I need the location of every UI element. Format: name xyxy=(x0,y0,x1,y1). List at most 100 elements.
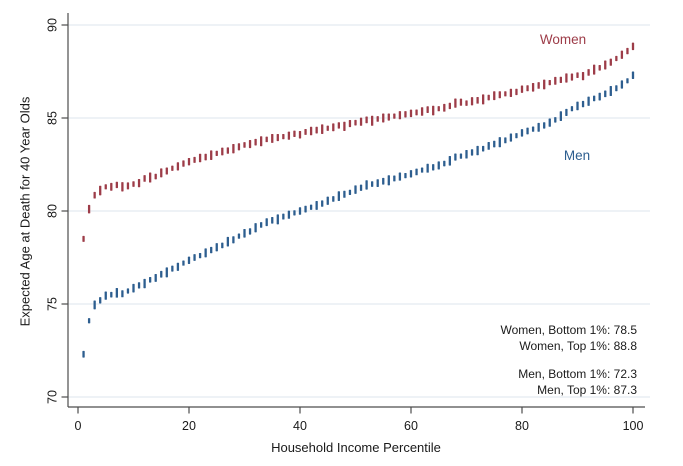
data-point-women xyxy=(298,131,302,139)
data-point-women xyxy=(110,182,113,191)
data-point-women xyxy=(93,191,96,199)
data-point-women xyxy=(465,100,468,106)
data-point-men xyxy=(393,175,396,182)
data-point-women xyxy=(232,144,235,154)
data-point-women xyxy=(215,150,218,156)
data-point-women xyxy=(459,98,463,106)
data-point-women xyxy=(198,153,202,163)
data-point-women xyxy=(254,138,257,146)
data-point-women xyxy=(287,131,291,140)
data-point-men xyxy=(482,145,485,152)
data-point-women xyxy=(581,72,585,81)
data-point-men xyxy=(104,291,107,300)
data-point-men xyxy=(121,290,124,298)
data-point-women xyxy=(593,64,596,75)
data-point-women xyxy=(587,69,590,76)
data-point-women xyxy=(87,204,91,214)
y-tick-label: 80 xyxy=(45,204,59,218)
data-point-men xyxy=(587,96,590,106)
data-point-men xyxy=(382,177,385,185)
data-point-men xyxy=(454,153,457,161)
data-point-women xyxy=(171,165,174,171)
data-point-men xyxy=(198,253,202,259)
data-point-women xyxy=(604,60,607,70)
data-point-men xyxy=(609,86,612,97)
data-point-men xyxy=(315,200,318,210)
data-point-women xyxy=(276,133,279,142)
annotation-men-top: Men, Top 1%: 87.3 xyxy=(537,382,637,397)
data-point-women xyxy=(371,115,374,126)
data-point-men xyxy=(348,189,352,196)
data-point-women xyxy=(187,157,191,166)
data-point-women xyxy=(282,133,285,140)
data-point-women xyxy=(226,147,229,154)
data-point-women xyxy=(443,103,446,112)
data-point-women xyxy=(137,179,141,188)
x-tick-label: 60 xyxy=(404,419,418,433)
data-point-women xyxy=(382,113,385,123)
data-point-women xyxy=(526,85,529,92)
data-point-women xyxy=(121,182,124,192)
data-point-men xyxy=(221,242,224,249)
data-point-men xyxy=(554,117,557,123)
data-point-women xyxy=(554,76,557,85)
data-point-men xyxy=(165,267,168,278)
annotation-block: Women, Bottom 1%: 78.5 Women, Top 1%: 88… xyxy=(500,323,637,398)
data-point-women xyxy=(115,181,118,189)
data-point-women xyxy=(126,182,130,190)
data-point-women xyxy=(420,107,424,116)
data-point-women xyxy=(404,111,407,118)
data-point-men xyxy=(243,229,246,238)
data-point-women xyxy=(204,153,207,161)
data-point-men xyxy=(448,155,451,166)
data-point-men xyxy=(476,145,479,156)
data-point-women xyxy=(470,97,474,106)
data-point-men xyxy=(304,205,307,213)
data-point-women xyxy=(509,88,513,97)
x-tick-label: 0 xyxy=(75,419,82,433)
data-point-men xyxy=(132,283,135,293)
data-point-women xyxy=(537,82,540,89)
data-point-women xyxy=(631,42,635,51)
data-point-men xyxy=(515,133,518,139)
x-axis-title: Household Income Percentile xyxy=(271,440,441,455)
data-point-women xyxy=(165,167,168,175)
data-point-men xyxy=(282,213,285,220)
data-point-men xyxy=(526,127,529,135)
data-point-women xyxy=(149,172,152,183)
data-point-men xyxy=(420,167,424,173)
data-point-men xyxy=(309,204,313,210)
data-point-women xyxy=(415,109,418,116)
data-point-women xyxy=(565,73,568,83)
data-point-men xyxy=(509,133,513,142)
data-point-women xyxy=(487,94,490,101)
data-point-men xyxy=(498,137,501,148)
data-point-men xyxy=(626,78,629,84)
data-point-women xyxy=(454,98,457,108)
y-axis-title: Expected Age at Death for 40 Year Olds xyxy=(17,96,33,327)
data-point-men xyxy=(287,210,291,219)
data-point-women xyxy=(437,106,440,112)
data-point-women xyxy=(332,123,335,132)
data-point-men xyxy=(254,223,257,233)
data-point-men xyxy=(149,277,152,283)
data-point-men xyxy=(187,256,191,265)
data-point-men xyxy=(193,254,196,261)
data-point-women xyxy=(348,120,352,128)
data-point-men xyxy=(321,200,324,207)
data-point-women xyxy=(260,136,263,147)
data-point-women xyxy=(598,64,601,71)
data-point-men xyxy=(593,95,596,102)
data-point-women xyxy=(504,91,507,97)
data-point-women xyxy=(160,168,163,178)
data-point-women xyxy=(221,147,224,156)
data-point-women xyxy=(448,102,451,110)
data-point-men xyxy=(371,181,374,187)
data-point-women xyxy=(248,139,252,149)
data-point-women xyxy=(531,83,535,92)
data-point-men xyxy=(204,248,207,258)
data-point-men xyxy=(298,207,302,215)
data-point-women xyxy=(354,119,357,126)
x-tick-label: 100 xyxy=(623,419,644,433)
